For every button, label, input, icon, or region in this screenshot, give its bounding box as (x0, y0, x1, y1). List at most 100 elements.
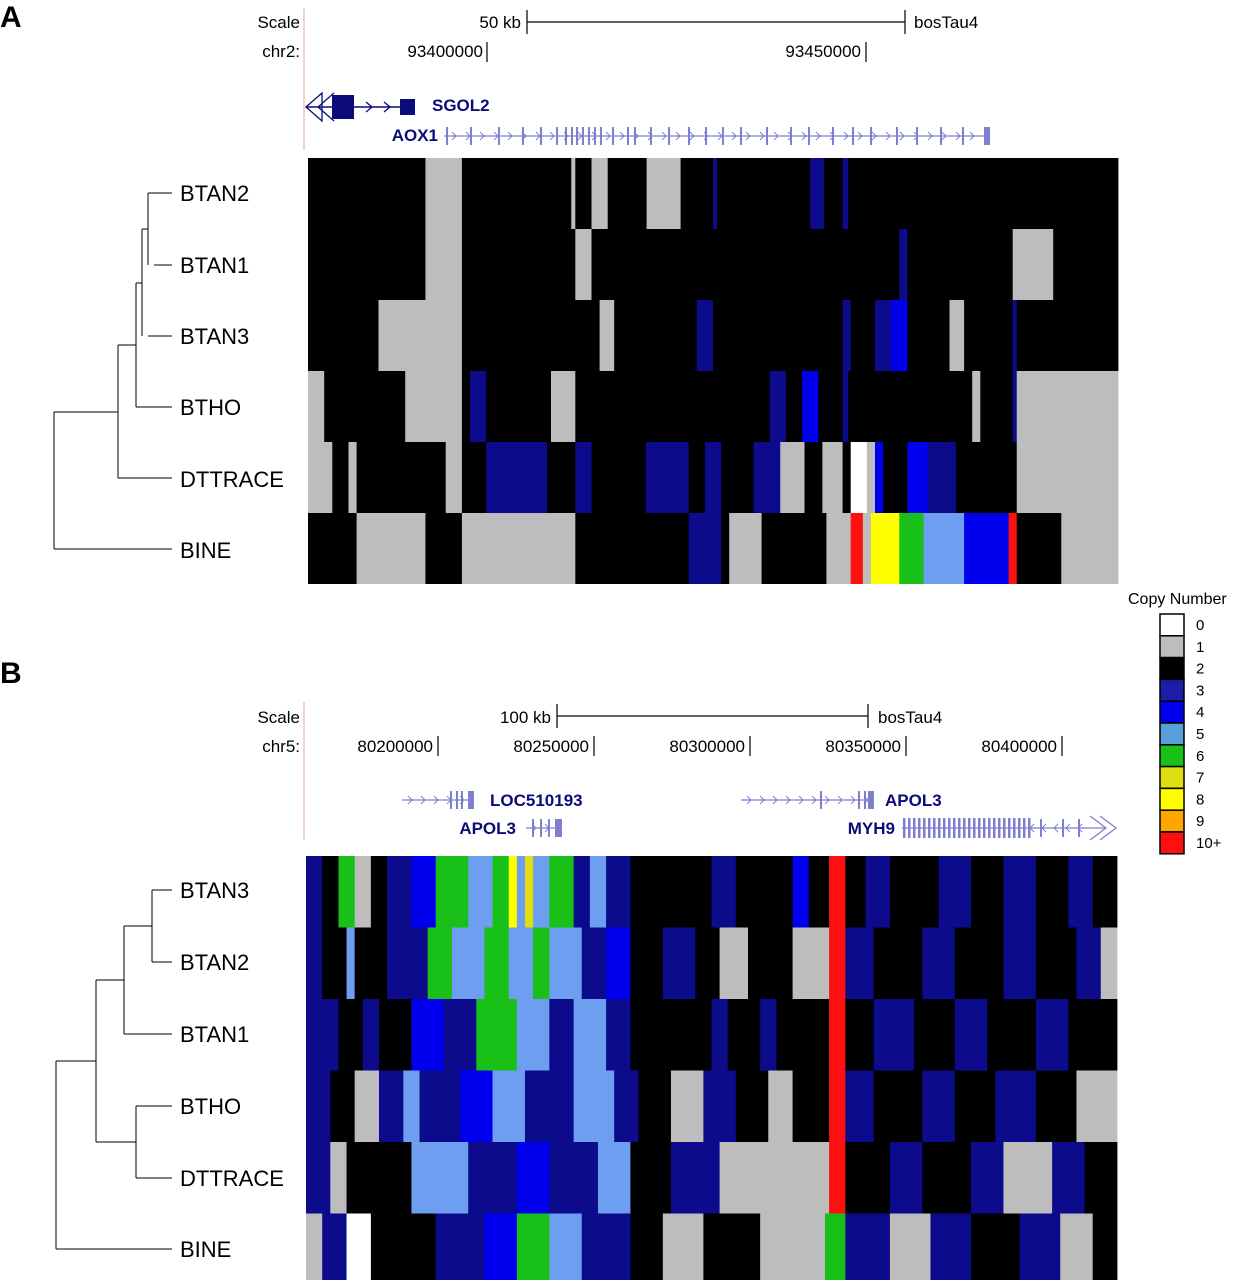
panel-b-cell-btan1-19 (914, 999, 956, 1071)
legend-label-3: 3 (1196, 682, 1204, 699)
aox1-exon (582, 127, 584, 145)
panel-b-cell-btan1-1 (338, 999, 364, 1071)
panel-a-cell-bine-18 (1008, 513, 1018, 584)
panel-b-cell-bine-0 (306, 1213, 323, 1280)
panel-a-dendrogram (53, 192, 172, 550)
myh9-exon (1028, 818, 1031, 838)
myh9-exon (1003, 818, 1006, 838)
apol3-right-exon (864, 791, 866, 809)
panel-a-cell-btan1-8 (1012, 229, 1054, 300)
panel-b-cell-btho-2 (354, 1070, 380, 1142)
aox1-intron-arrow (479, 131, 485, 141)
panel-a-cell-bine-9 (729, 513, 762, 584)
panel-b-letter: B (0, 657, 22, 690)
apol3-right-arrow (746, 795, 752, 805)
panel-a-cell-dttrace-1 (332, 442, 349, 513)
panel-a-cell-dttrace-27 (1016, 442, 1119, 513)
panel-b-cell-btan3-5 (387, 856, 412, 928)
panel-b-cell-btan3-6 (411, 856, 437, 928)
panel-b-cell-btan2-13 (630, 927, 664, 999)
aox1-exon (870, 127, 872, 145)
panel-b-cell-btan1-17 (845, 999, 875, 1071)
panel-b-row-label-btan2: BTAN2 (180, 950, 249, 975)
myh9-exon (968, 818, 971, 838)
legend-swatch-0 (1159, 613, 1185, 637)
loc510193-arrow (433, 795, 439, 805)
myh9-exon (933, 818, 936, 838)
panel-b-cell-dttrace-3 (411, 1142, 469, 1214)
panel-a-cell-dttrace-0 (308, 442, 333, 513)
panel-a-cell-btan1-5 (591, 229, 900, 300)
panel-a-assembly: bosTau4 (914, 13, 978, 32)
aox1-intron-arrow (941, 131, 947, 141)
panel-b-cell-dttrace-11 (776, 1142, 830, 1214)
panel-b-cell-btan1-18 (873, 999, 915, 1071)
panel-b-cell-bine-4 (435, 1213, 485, 1280)
panel-b-scale-label: Scale (257, 708, 300, 727)
myh9-arrow (1053, 823, 1059, 833)
panel-a-row-label-btan3: BTAN3 (180, 324, 249, 349)
panel-b-cell-btan3-15 (573, 856, 591, 928)
panel-b-cell-btho-13 (703, 1070, 737, 1142)
panel-a-cell-dttrace-20 (866, 442, 876, 513)
panel-b-cell-btan3-9 (492, 856, 510, 928)
panel-b-cell-btho-21 (954, 1070, 996, 1142)
panel-b-cell-btho-8 (524, 1070, 575, 1142)
aox1-intron-arrow (801, 131, 807, 141)
panel-a-gene-sgol2-track (305, 91, 415, 123)
panel-b-cell-btan2-19 (829, 927, 846, 999)
panel-a-cell-btho-9 (785, 371, 803, 442)
panel-a-scale-bar (526, 10, 906, 34)
panel-a-cell-btan2-7 (646, 158, 681, 229)
panel-a-cell-btan1-1 (380, 229, 426, 300)
myh9-exon (918, 818, 921, 838)
panel-b-cell-bine-16 (930, 1213, 972, 1280)
panel-b-cell-btan3-13 (533, 856, 550, 928)
panel-b-cell-btho-19 (873, 1070, 923, 1142)
myh9-exon (998, 818, 1001, 838)
apol3-right-exon (820, 791, 822, 809)
panel-b-cell-bine-20 (1092, 1213, 1118, 1280)
panel-a-cell-btho-16 (1012, 371, 1018, 442)
panel-b-cell-btan1-22 (1035, 999, 1069, 1071)
aox1-intron-arrow (661, 131, 667, 141)
myh9-exon (973, 818, 976, 838)
aox1-intron-arrow (857, 131, 863, 141)
panel-b-cell-btan1-8 (549, 999, 575, 1071)
panel-a-cell-btan1-2 (425, 229, 463, 300)
panel-b-cell-btan2-24 (1003, 927, 1037, 999)
panel-b-cell-btho-18 (845, 1070, 875, 1142)
aox1-intron-arrow (619, 131, 625, 141)
panel-b-cell-btan2-0 (306, 927, 323, 999)
panel-b-row-label-btan1: BTAN1 (180, 1022, 249, 1047)
panel-b-cell-btho-15 (768, 1070, 793, 1142)
panel-b-cell-btan3-24 (808, 856, 830, 928)
aox1-intron-arrow (549, 131, 555, 141)
panel-b-cell-btho-24 (1076, 1070, 1118, 1142)
aox1-exon-end (984, 127, 990, 145)
panel-a-cell-dttrace-4 (445, 442, 463, 513)
aox1-intron-arrow (745, 131, 751, 141)
panel-a-row-label-btho: BTHO (180, 395, 241, 420)
panel-a-heatmap (308, 158, 1119, 584)
panel-b-cell-bine-15 (889, 1213, 931, 1280)
panel-b-cell-dttrace-13 (845, 1142, 891, 1214)
myh9-exon (1062, 819, 1064, 837)
panel-b-cell-btan2-2 (346, 927, 356, 999)
legend-swatch-1 (1159, 635, 1185, 659)
panel-b-cell-btho-23 (1035, 1070, 1077, 1142)
panel-a-chrom-label: chr2: (262, 42, 300, 61)
panel-b-cell-btan3-8 (468, 856, 493, 928)
panel-b-gene-label-apol3-right: APOL3 (885, 791, 942, 810)
panel-a-cell-dttrace-13 (721, 442, 754, 513)
panel-b-cell-btan3-21 (735, 856, 761, 928)
aox1-intron-arrow (927, 131, 933, 141)
panel-a-cell-btan3-11 (907, 300, 950, 371)
myh9-exon (1018, 818, 1021, 838)
aox1-intron-arrow (885, 131, 891, 141)
panel-b-position-3: 80300000 (669, 737, 745, 756)
panel-a-row-label-dttrace: DTTRACE (180, 467, 284, 492)
apol3-right-arrow (824, 795, 830, 805)
panel-b-cell-btan3-22 (760, 856, 793, 928)
